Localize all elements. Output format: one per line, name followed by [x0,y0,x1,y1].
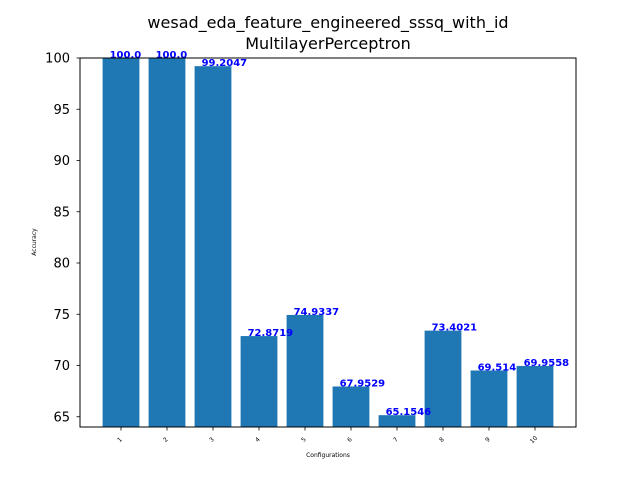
x-tick-label-3: 3 [208,436,216,444]
data-label-2: 100.0 [156,50,188,61]
chart-subtitle: MultilayerPerceptron [245,34,411,53]
y-tick-label-75: 75 [53,308,70,323]
data-label-5: 74.9337 [294,307,340,318]
y-tick-label-70: 70 [53,359,70,374]
data-label-7: 65.1546 [386,407,432,418]
y-axis: 65 70 75 80 85 90 95 100 [45,52,80,425]
data-label-9: 69.514 [478,362,517,373]
chart-title: wesad_eda_feature_engineered_sssq_with_i… [147,13,508,33]
y-tick-label-100: 100 [45,52,70,67]
y-tick-label-95: 95 [53,103,70,118]
data-label-4: 72.8719 [248,328,294,339]
bar-1 [102,58,140,427]
x-tick-label-1: 1 [116,436,124,444]
bar-9 [470,370,508,427]
x-axis: 1 2 3 4 5 6 7 8 9 10 [116,427,539,445]
data-label-6: 67.9529 [340,378,386,389]
bar-4 [240,336,278,427]
y-tick-label-85: 85 [53,205,70,220]
bar-6 [332,386,370,427]
bar-10 [516,365,554,427]
data-label-3: 99.2047 [202,58,248,69]
bar-5 [286,314,324,427]
bar-group [102,58,554,427]
y-tick-label-90: 90 [53,154,70,169]
x-tick-label-4: 4 [254,436,262,444]
bar-3 [194,66,232,427]
y-axis-label: Accuracy [31,228,38,256]
bar-7 [378,415,416,427]
x-tick-label-6: 6 [346,436,354,444]
y-tick-label-65: 65 [53,410,70,425]
data-label-10: 69.9558 [524,358,570,369]
x-tick-label-10: 10 [529,435,539,445]
y-tick-label-80: 80 [53,257,70,272]
x-tick-label-9: 9 [484,436,492,444]
bar-2 [148,58,186,427]
x-tick-label-8: 8 [438,436,446,444]
x-axis-label: Configurations [306,452,350,459]
x-tick-label-5: 5 [300,436,308,444]
plot-frame [79,57,577,428]
x-tick-label-2: 2 [162,436,170,444]
bar-8 [424,330,462,427]
data-label-1: 100.0 [110,50,142,61]
data-label-8: 73.4021 [432,323,478,334]
x-tick-label-7: 7 [392,436,400,444]
